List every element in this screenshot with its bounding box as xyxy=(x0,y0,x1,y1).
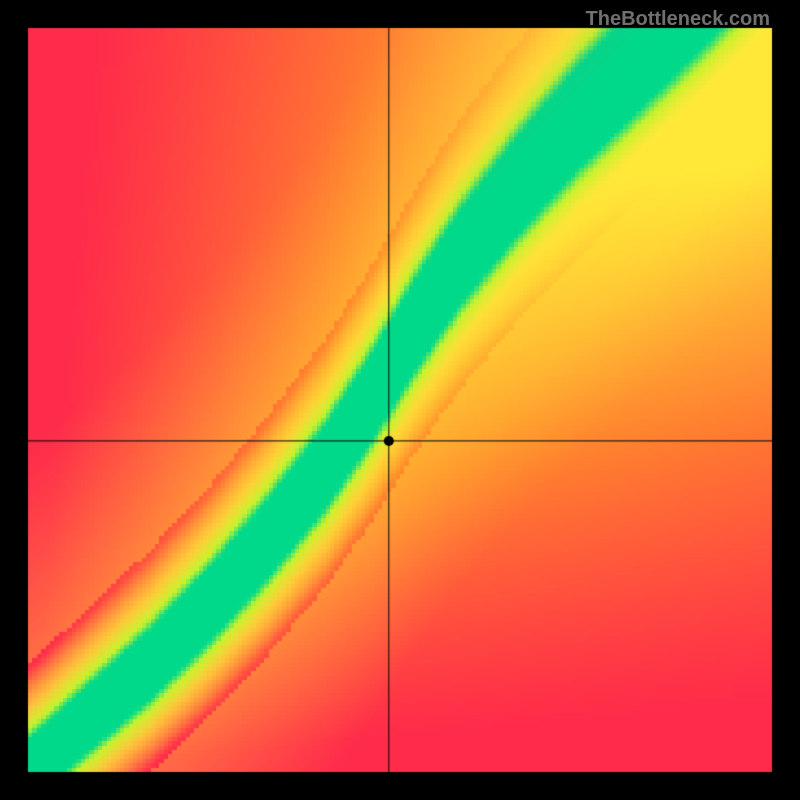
heatmap-canvas xyxy=(0,0,800,800)
chart-container: TheBottleneck.com xyxy=(0,0,800,800)
watermark-text: TheBottleneck.com xyxy=(586,8,770,31)
